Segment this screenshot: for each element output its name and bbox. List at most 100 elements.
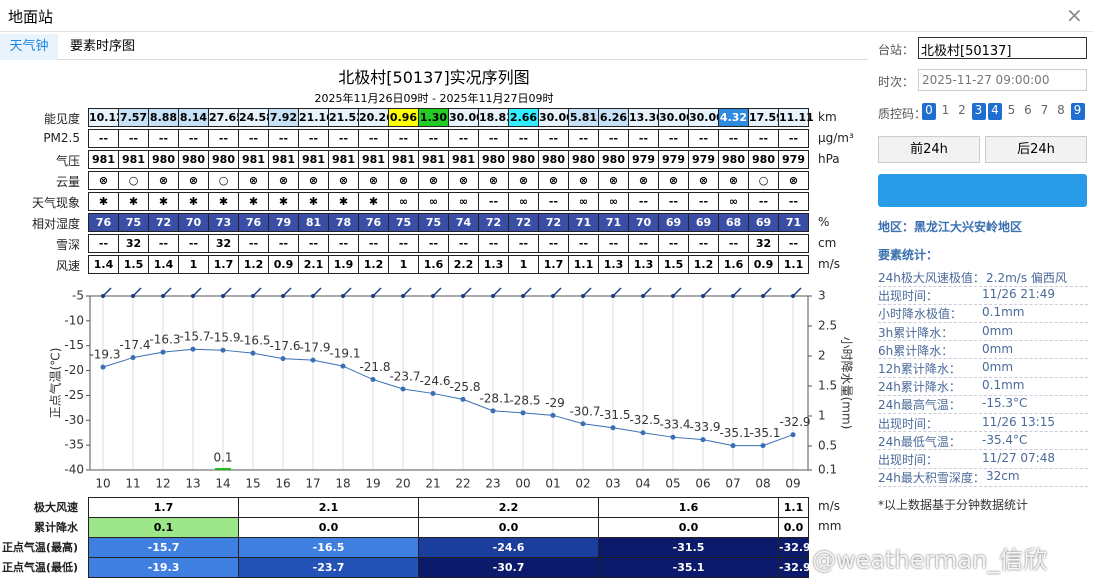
x-tick-label: 13 (185, 477, 200, 491)
table-cell: 30.00 (448, 108, 484, 127)
table-cell: ⊗ (238, 171, 269, 190)
table-cell: 2.1 (298, 255, 329, 274)
qc-code[interactable]: 9 (1070, 103, 1085, 120)
table-cell: 981 (118, 150, 149, 169)
table-cell: ∞ (448, 192, 479, 211)
table-cell: 72 (538, 213, 569, 232)
data-label: -29 (545, 396, 565, 410)
point (100, 364, 106, 370)
stat-label: 24h极大风速极值： (878, 271, 985, 285)
unit-label: mm (818, 519, 842, 533)
table-cell: 74 (448, 213, 479, 232)
qc-code[interactable]: 3 (971, 103, 986, 120)
divider (878, 394, 1088, 396)
data-label: -32.9 (779, 415, 810, 429)
table-cell: 1.4 (88, 255, 119, 274)
tab[interactable]: 天气钟 (0, 34, 58, 60)
table-cell: ⊗ (718, 171, 749, 190)
table-cell: -- (358, 129, 389, 148)
table-cell: -- (298, 129, 329, 148)
summary-cell: 2.1 (238, 497, 419, 518)
x-tick-label: 19 (365, 477, 380, 491)
table-cell: -- (688, 192, 719, 211)
table-cell: 18.83 (478, 108, 514, 127)
data-label: -31.5 (599, 408, 630, 422)
data-label: -24.6 (419, 374, 450, 388)
point (310, 357, 316, 363)
y-tick-label: -25 (64, 388, 84, 402)
x-tick-label: 16 (275, 477, 290, 491)
table-cell: 1.9 (328, 255, 359, 274)
title-bar: 地面站 × (0, 0, 1093, 32)
table-cell: 17.59 (748, 108, 784, 127)
table-cell: -- (448, 129, 479, 148)
summary-cell: -23.7 (238, 557, 419, 578)
table-cell: 30.00 (688, 108, 724, 127)
table-cell: ✱ (328, 192, 359, 211)
table-cell: ⊗ (598, 171, 629, 190)
row-label: 正点气温(最低) (1, 561, 78, 574)
watermark: @weatherman_信欣 (812, 546, 1048, 574)
table-cell: ⊗ (538, 171, 569, 190)
data-label: -19.3 (89, 348, 120, 362)
action-button[interactable] (878, 174, 1087, 207)
divider (878, 467, 1088, 469)
qc-code[interactable]: 7 (1040, 103, 1049, 117)
table-cell: -- (328, 234, 359, 253)
table-cell: 1 (178, 255, 209, 274)
table-cell: 10.12 (88, 108, 124, 127)
close-button[interactable]: × (1066, 3, 1083, 27)
qc-code[interactable]: 0 (922, 103, 936, 120)
table-cell: -- (748, 192, 779, 211)
data-label: -32.5 (629, 413, 660, 427)
point (580, 421, 586, 427)
next-button[interactable]: 后24h (985, 136, 1087, 163)
point (640, 430, 646, 436)
wind-marker (341, 294, 345, 298)
table-cell: 0.9 (748, 255, 779, 274)
time-input[interactable]: 2025-11-27 09:00:00 (918, 69, 1087, 91)
point (400, 386, 406, 392)
wind-marker (461, 294, 465, 298)
qc-code[interactable]: 5 (1007, 103, 1016, 117)
table-cell: -- (598, 234, 629, 253)
table-cell: 71 (778, 213, 809, 232)
summary-cell: 0.0 (598, 517, 779, 538)
table-cell: 1.6 (418, 255, 449, 274)
station-input[interactable]: 北极村[50137] (918, 37, 1087, 59)
qc-code[interactable]: 2 (958, 103, 966, 117)
table-cell: 69 (658, 213, 689, 232)
table-cell: -- (358, 234, 389, 253)
stat-label: 出现时间： (878, 289, 939, 304)
table-cell: -- (688, 129, 719, 148)
row-label: 正点气温(最高) (1, 541, 78, 554)
table-cell: 75 (118, 213, 149, 232)
qc-code[interactable]: 4 (988, 103, 1002, 120)
table-cell: ○ (748, 171, 779, 190)
x-tick-label: 09 (785, 477, 800, 491)
table-cell: -- (418, 129, 449, 148)
table-cell: -- (748, 129, 779, 148)
qc-code[interactable]: 1 (941, 103, 950, 117)
point (490, 408, 496, 414)
data-label: -23.7 (389, 369, 420, 383)
qc-code[interactable]: 8 (1057, 103, 1065, 117)
stat-label: 出现时间： (878, 416, 939, 431)
stat-label: 出现时间： (878, 453, 939, 467)
point (730, 443, 736, 449)
unit-label: m/s (818, 499, 840, 513)
wind-marker (761, 294, 765, 298)
divider (878, 358, 1088, 360)
table-cell: 73 (208, 213, 239, 232)
table-cell: 1.1 (778, 255, 809, 274)
table-cell: -- (658, 234, 689, 253)
x-tick-label: 00 (515, 477, 530, 491)
prev-button[interactable]: 前24h (878, 136, 980, 163)
table-cell: 980 (508, 150, 539, 169)
data-label: -15.9 (209, 331, 240, 345)
tab[interactable]: 要素时序图 (70, 39, 136, 54)
divider (878, 340, 1088, 342)
table-cell: -- (178, 234, 209, 253)
qc-code[interactable]: 6 (1024, 103, 1032, 117)
wind-marker (671, 294, 675, 298)
